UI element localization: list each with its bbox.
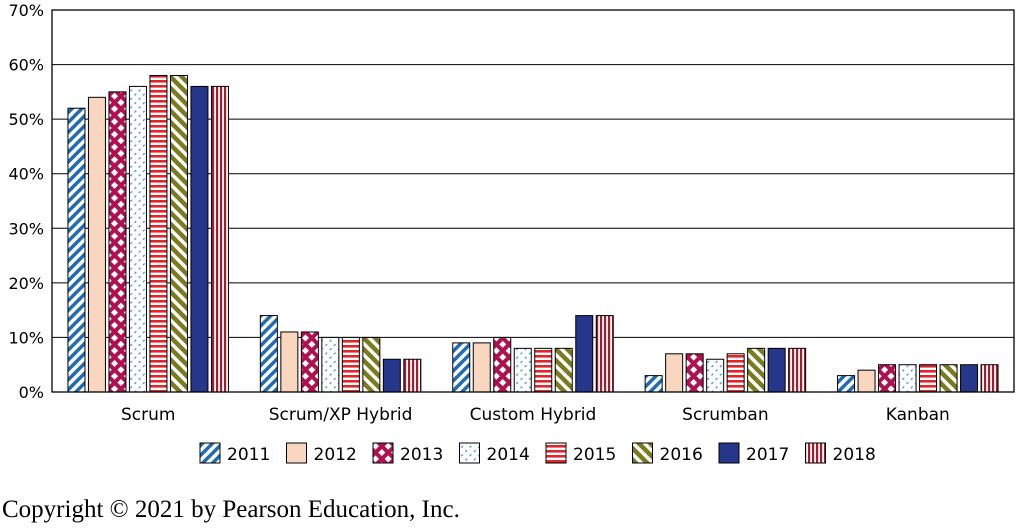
bar-2013-3 <box>685 353 704 393</box>
x-category-label: Scrum/XP Hybrid <box>269 405 413 425</box>
bar-chart: 0% 10% 20% 30% 40% 50% 60% 70% Scrum Scrum/XP Hy… <box>8 1 1015 465</box>
legend-swatch-2015 <box>545 442 567 464</box>
bar-2014-1 <box>321 336 340 393</box>
bar-2017-1 <box>382 358 401 393</box>
bar-2011-3 <box>644 375 663 393</box>
x-category-label: Scrumban <box>682 405 768 425</box>
y-tick-label: 20% <box>8 274 44 293</box>
y-tick-label: 60% <box>8 56 44 75</box>
bar-2017-3 <box>767 347 786 393</box>
bar-2017-2 <box>575 315 594 393</box>
bar-2016-2 <box>554 347 573 393</box>
y-tick-label: 0% <box>19 383 44 402</box>
x-category-label: Custom Hybrid <box>470 405 597 425</box>
bar-2018-3 <box>788 347 807 393</box>
legend-label: 2012 <box>314 445 357 465</box>
y-tick-label: 50% <box>8 110 44 129</box>
bar-2011-1 <box>259 315 278 393</box>
legend-label: 2018 <box>833 445 876 465</box>
legend-swatch-2013 <box>372 442 394 464</box>
bar-2012-4 <box>857 369 876 393</box>
bar-2013-0 <box>108 91 127 393</box>
legend-swatch-2017 <box>718 442 740 464</box>
legend-swatch-2014 <box>459 442 480 464</box>
legend-label: 2011 <box>227 445 270 465</box>
bar-2014-2 <box>513 347 532 393</box>
bar-2013-1 <box>300 331 319 393</box>
bar-2011-0 <box>67 107 86 393</box>
bar-2014-0 <box>128 85 147 393</box>
bar-2015-3 <box>726 353 745 393</box>
bar-2016-0 <box>169 74 188 393</box>
x-category-label: Scrum <box>121 405 175 425</box>
copyright-text: Copyright © 2021 by Pearson Education, I… <box>2 496 460 523</box>
bar-2013-4 <box>878 364 897 393</box>
bar-2016-4 <box>939 364 958 393</box>
legend-swatch-2012 <box>286 442 307 464</box>
bar-2015-4 <box>919 364 938 393</box>
bar-2012-3 <box>665 353 684 393</box>
bar-2017-0 <box>190 85 209 393</box>
y-tick-label: 30% <box>8 219 44 238</box>
bar-2012-1 <box>280 331 299 393</box>
bar-2013-2 <box>493 336 512 393</box>
bar-2016-3 <box>747 347 766 393</box>
bar-2018-4 <box>980 364 999 393</box>
legend-label: 2016 <box>660 445 703 465</box>
bar-2018-1 <box>403 358 422 393</box>
legend-swatch-2011 <box>199 442 221 464</box>
bar-2015-2 <box>534 347 553 393</box>
y-tick-label: 10% <box>8 328 44 347</box>
bar-2015-0 <box>149 74 168 393</box>
y-tick-label: 40% <box>8 165 44 184</box>
bar-2018-0 <box>210 85 229 393</box>
y-tick-label: 70% <box>8 1 44 20</box>
bar-2011-4 <box>837 375 856 393</box>
legend-label: 2015 <box>573 445 616 465</box>
bar-2015-1 <box>341 336 360 393</box>
bar-2012-0 <box>87 96 106 393</box>
legend-label: 2017 <box>746 445 789 465</box>
legend-label: 2014 <box>487 445 530 465</box>
bar-2011-2 <box>452 342 471 393</box>
bar-2017-4 <box>960 364 979 393</box>
legend-swatch-2016 <box>632 442 653 464</box>
legend-label: 2013 <box>400 445 443 465</box>
legend: 2011 2012 2013 2014 2015 2016 2017 2018 <box>199 442 876 465</box>
y-axis-tick-labels: 0% 10% 20% 30% 40% 50% 60% 70% <box>8 1 44 402</box>
bar-2014-4 <box>898 364 917 393</box>
x-category-label: Kanban <box>886 405 950 425</box>
bars <box>67 74 999 393</box>
x-axis-category-labels: Scrum Scrum/XP Hybrid Custom Hybrid Scrumba… <box>121 405 950 425</box>
plot-area-border <box>51 9 1015 393</box>
bar-2018-2 <box>595 315 614 393</box>
bar-2014-3 <box>706 358 725 393</box>
bar-2016-1 <box>362 336 381 393</box>
bar-2012-2 <box>472 342 491 393</box>
legend-swatch-2018 <box>805 442 826 464</box>
